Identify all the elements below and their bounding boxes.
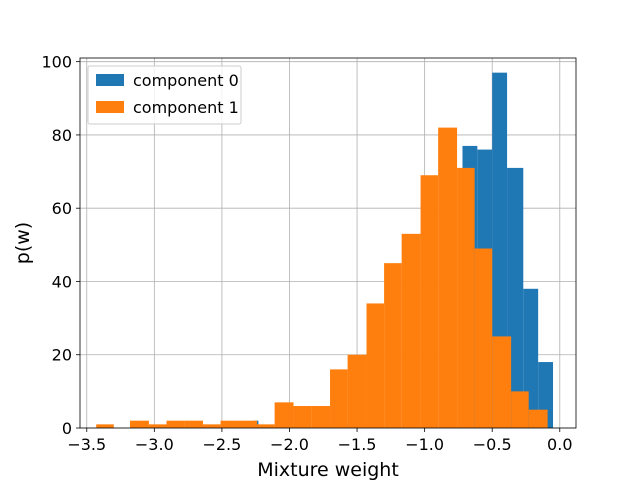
histogram-bar-series-1 [366,303,385,428]
histogram-bar-series-1 [457,167,475,428]
histogram-bar-series-1 [330,369,348,428]
histogram-bar-series-1 [474,248,493,428]
legend-box [87,65,242,125]
x-tick-label: −3.5 [67,435,106,454]
histogram-bar-series-1 [347,354,367,428]
histogram-bar-series-1 [274,402,294,428]
histogram-bar-series-1 [293,406,312,428]
legend-label: component 0 [133,71,239,90]
y-tick-label: 80 [52,126,72,145]
y-tick-label: 60 [52,199,72,218]
x-tick-label: 0.0 [547,435,572,454]
legend-label: component 1 [133,98,239,117]
y-tick-label: 40 [52,272,72,291]
histogram-bar-series-1 [220,420,240,428]
histogram-bar-series-1 [438,127,458,429]
x-tick-label: −2.5 [202,435,241,454]
legend-swatch [96,74,124,86]
legend-swatch [96,101,124,113]
x-tick-label: −1.0 [405,435,444,454]
histogram-bar-series-1 [257,424,275,428]
histogram-bar-series-1 [311,406,331,428]
histogram-bar-series-1 [401,233,421,428]
histogram-bar-series-1 [511,391,529,428]
x-tick-label: −1.5 [338,435,377,454]
x-axis-label: Mixture weight [257,459,399,480]
y-tick-label: 0 [62,419,72,438]
x-tick-label: −0.5 [473,435,512,454]
ticks: −3.5 −3.0 −2.5 −2.0 −1.5 −1.0 −0.5 0.0 0 20 40 60 80… [41,53,572,454]
histogram-bar-series-1 [96,424,114,428]
legend: component 0 component 1 [87,65,242,125]
histogram-bar-series-1 [130,420,149,428]
y-tick-label: 100 [41,53,72,72]
histogram-bar-series-1 [420,175,439,428]
bars [96,72,554,429]
histogram-bar-series-1 [202,424,221,428]
plot-frame [79,57,577,429]
histogram-bar-series-1 [239,420,258,428]
x-tick-label: −3.0 [135,435,174,454]
histogram-bar-series-1 [166,420,185,428]
histogram-bar-series-1 [384,263,402,428]
histogram-bar-series-1 [492,336,512,428]
histogram-bar-series-1 [184,420,203,428]
y-axis-label: p(w) [12,222,34,264]
histogram-bar-series-1 [148,424,167,428]
x-tick-label: −2.0 [270,435,309,454]
y-tick-label: 20 [52,346,72,365]
histogram-bar-series-1 [528,409,548,428]
